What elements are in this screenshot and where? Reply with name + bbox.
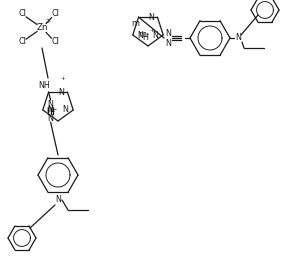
Text: N: N xyxy=(55,196,61,205)
Text: Cl: Cl xyxy=(18,10,26,19)
Text: NH: NH xyxy=(38,80,50,89)
Text: +: + xyxy=(60,76,65,81)
Text: N: N xyxy=(149,13,154,22)
Text: m-: m- xyxy=(46,105,57,114)
Text: N: N xyxy=(137,31,143,40)
Text: N: N xyxy=(62,105,68,114)
Text: N: N xyxy=(47,105,53,114)
Text: 2-: 2- xyxy=(45,19,51,24)
Text: N: N xyxy=(48,99,54,108)
Text: Zn: Zn xyxy=(36,23,48,32)
Text: N: N xyxy=(152,31,158,40)
Text: N: N xyxy=(235,33,241,42)
Text: m-: m- xyxy=(138,30,149,39)
Text: Cl: Cl xyxy=(51,38,59,47)
Text: H: H xyxy=(142,32,148,41)
Text: Cl: Cl xyxy=(18,38,26,47)
Text: Cl: Cl xyxy=(51,10,59,19)
Text: N: N xyxy=(48,114,54,123)
Text: m: m xyxy=(131,20,139,29)
Text: N: N xyxy=(59,88,64,97)
Text: +: + xyxy=(149,28,154,33)
Text: N: N xyxy=(165,39,171,48)
Text: N: N xyxy=(165,29,171,38)
